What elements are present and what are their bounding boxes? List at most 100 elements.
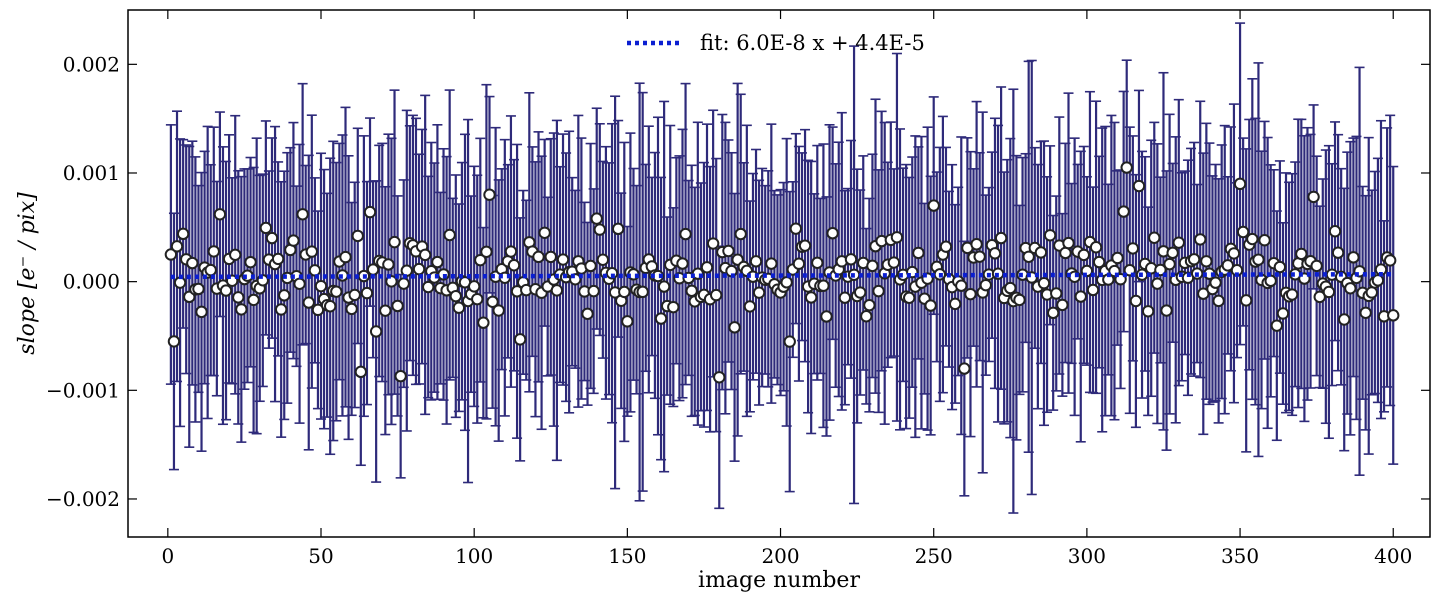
data-point [979, 278, 992, 292]
data-point [388, 235, 401, 249]
data-point [1092, 255, 1106, 269]
data-point [863, 298, 876, 312]
data-point [394, 369, 407, 383]
data-point [504, 245, 518, 258]
error-bars [165, 22, 1399, 514]
data-point [1074, 290, 1087, 303]
data-point [1371, 274, 1385, 287]
data-point [728, 321, 741, 334]
data-point [1056, 298, 1069, 312]
data-point [1117, 205, 1130, 218]
data-point [792, 257, 806, 270]
data-point [471, 292, 484, 306]
data-point [192, 282, 205, 296]
data-point [1338, 313, 1351, 326]
data-point [1059, 246, 1072, 260]
data-point [229, 248, 242, 261]
data-point [1233, 177, 1247, 191]
data-point [467, 280, 481, 293]
data-point [550, 284, 564, 297]
data-point [1258, 234, 1271, 247]
data-point [887, 256, 901, 269]
data-point [232, 291, 245, 304]
data-point [351, 229, 364, 243]
data-point [955, 279, 968, 292]
y-tick-label: −0.001 [46, 378, 120, 402]
data-point [657, 280, 671, 293]
data-point [219, 284, 233, 297]
data-point [853, 286, 867, 299]
data-point [1221, 259, 1235, 272]
y-tick-label: 0.002 [63, 52, 120, 76]
x-tick-label: 100 [455, 544, 493, 568]
data-point [274, 303, 288, 316]
data-point [1004, 281, 1017, 295]
data-point [1359, 306, 1372, 319]
x-tick-label: 150 [608, 544, 646, 568]
data-point [1209, 276, 1222, 289]
x-tick-label: 350 [1221, 544, 1259, 568]
data-point [587, 284, 600, 298]
data-point [418, 248, 432, 262]
data-point [685, 284, 698, 298]
data-point [556, 253, 570, 266]
data-point [700, 261, 714, 274]
x-axis: 0 50 100 150 200 250 300 350 400 [161, 10, 1412, 568]
data-point [278, 289, 291, 302]
data-point [1034, 246, 1048, 259]
data-point [186, 256, 199, 270]
y-tick-label: −0.002 [46, 487, 120, 511]
data-point [722, 244, 735, 258]
data-point [1077, 248, 1091, 262]
data-point [844, 253, 858, 266]
data-point [213, 208, 227, 221]
legend-fit-label: fit: 6.0E-8 x + 4.4E-5 [700, 31, 925, 55]
data-point [247, 293, 260, 307]
data-point [590, 212, 603, 225]
data-point [1270, 319, 1284, 332]
data-point [811, 256, 824, 269]
data-point [544, 250, 557, 264]
data-point [1187, 253, 1201, 266]
data-point [1043, 229, 1057, 242]
data-point [1365, 286, 1378, 299]
data-point [308, 264, 322, 277]
data-point [167, 335, 181, 348]
data-point [860, 310, 873, 323]
data-point [924, 299, 937, 312]
data-point [1046, 306, 1060, 320]
data-point [1166, 246, 1179, 260]
data-point [1236, 225, 1250, 239]
data-point [636, 285, 649, 299]
data-point [449, 289, 462, 303]
data-point [866, 259, 879, 273]
data-point [1322, 285, 1336, 299]
data-point [752, 286, 766, 299]
data-point [798, 239, 812, 252]
y-tick-label: 0.001 [63, 161, 120, 185]
data-point [743, 300, 757, 313]
data-point [838, 291, 852, 304]
data-point [170, 240, 184, 253]
data-point [348, 288, 361, 302]
x-axis-label: image number [698, 568, 860, 593]
data-point [369, 325, 383, 338]
data-point [360, 286, 374, 300]
data-point [480, 245, 493, 258]
data-point [872, 284, 885, 298]
data-point [1310, 259, 1323, 273]
data-point [486, 295, 499, 309]
data-point [1062, 236, 1075, 250]
data-point [1132, 179, 1146, 193]
data-point [621, 315, 634, 328]
data-point [970, 238, 983, 251]
data-point [584, 259, 597, 273]
x-tick-label: 50 [308, 544, 333, 568]
data-point [611, 222, 625, 236]
data-point [391, 299, 404, 313]
data-point [293, 277, 306, 290]
data-point [1194, 233, 1207, 246]
data-point [804, 291, 818, 304]
data-point [939, 240, 953, 253]
data-point [1111, 251, 1124, 265]
